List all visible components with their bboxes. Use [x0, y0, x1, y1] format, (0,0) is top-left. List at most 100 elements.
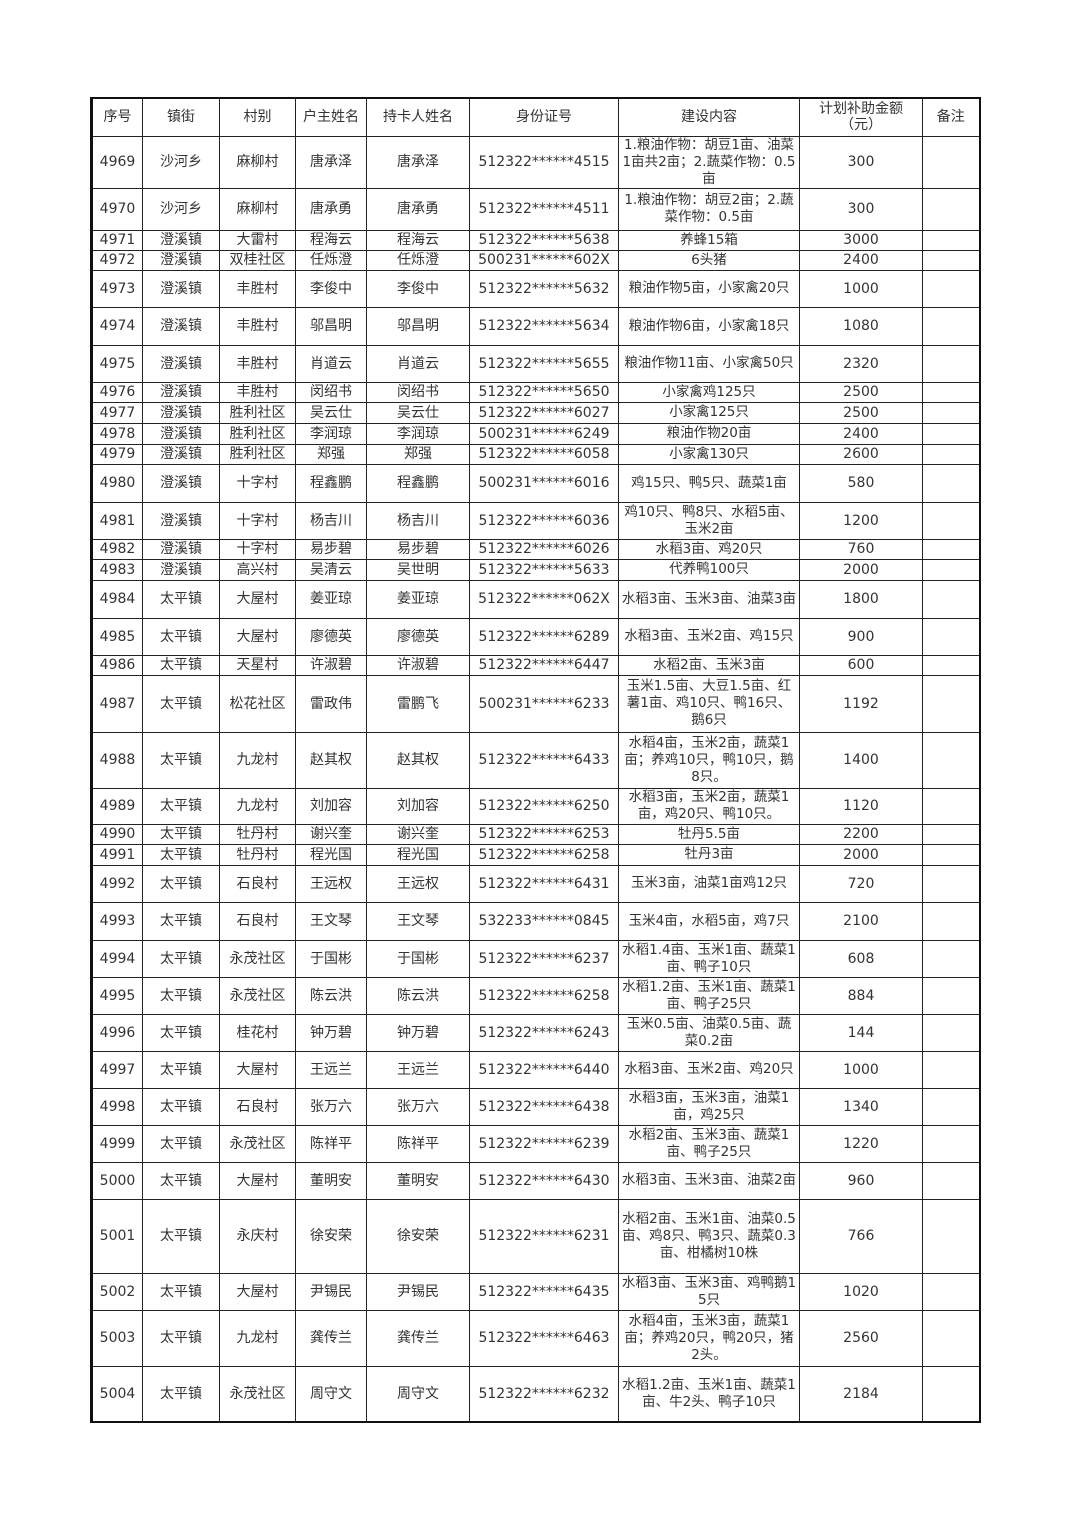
cell-householder: 任烁澄	[295, 249, 367, 271]
cell-cardholder: 王远兰	[366, 1050, 470, 1089]
cell-town: 太平镇	[142, 674, 220, 733]
cell-cardholder: 易步碧	[366, 538, 470, 560]
cell-remarks	[922, 823, 980, 845]
cell-village: 永茂社区	[219, 1124, 296, 1163]
cell-householder: 周守文	[295, 1365, 367, 1423]
cell-content: 粮油作物6亩，小家禽18只	[618, 306, 800, 346]
table-row: 5002 太平镇 大屋村 尹锡民 尹锡民 512322******6435 水稻3亩、玉米3…	[91, 1272, 980, 1311]
cell-householder: 刘加容	[295, 787, 367, 825]
cell-id-number: 512322******6027	[469, 401, 619, 424]
table-row: 5003 太平镇 九龙村 龚传兰 龚传兰 512322******6463 水稻4亩，玉米3…	[91, 1309, 980, 1367]
cell-subsidy: 300	[799, 135, 923, 189]
table-row: 5001 太平镇 永庆村 徐安荣 徐安荣 512322******6231 水稻2亩、玉米1…	[91, 1198, 980, 1274]
cell-content: 代养鸭100只	[618, 558, 800, 581]
cell-householder: 陈云洪	[295, 976, 367, 1015]
cell-cardholder: 邬昌明	[366, 306, 470, 346]
cell-content: 玉米4亩，水稻5亩，鸡7只	[618, 901, 800, 941]
table-row: 4986 太平镇 天星村 许淑碧 许淑碧 512322******6447 水稻2亩、玉米3…	[91, 654, 980, 676]
cell-village: 大屋村	[219, 579, 296, 619]
cell-content: 粮油作物11亩、小家禽50只	[618, 344, 800, 383]
cell-id-number: 512322******6231	[469, 1198, 619, 1274]
cell-serial: 4985	[91, 617, 143, 656]
cell-serial: 5000	[91, 1161, 143, 1200]
cell-serial: 4977	[91, 401, 143, 424]
cell-town: 澄溪镇	[142, 443, 220, 465]
cell-content: 1.粮油作物：胡豆2亩；2.蔬菜作物：0.5亩	[618, 187, 800, 231]
cell-id-number: 512322******5650	[469, 381, 619, 403]
cell-serial: 4997	[91, 1050, 143, 1089]
cell-village: 天星村	[219, 654, 296, 676]
cell-town: 澄溪镇	[142, 269, 220, 308]
cell-serial: 4969	[91, 135, 143, 189]
cell-householder: 许淑碧	[295, 654, 367, 676]
cell-id-number: 512322******4511	[469, 187, 619, 231]
cell-town: 太平镇	[142, 1124, 220, 1163]
cell-subsidy: 2600	[799, 443, 923, 465]
cell-cardholder: 程光国	[366, 843, 470, 866]
cell-subsidy: 2100	[799, 901, 923, 941]
cell-subsidy: 2320	[799, 344, 923, 383]
cell-serial: 5003	[91, 1309, 143, 1367]
cell-subsidy: 1340	[799, 1087, 923, 1126]
cell-id-number: 512322******6463	[469, 1309, 619, 1367]
cell-remarks	[922, 269, 980, 308]
cell-householder: 李润琼	[295, 422, 367, 445]
table-row: 4977 澄溪镇 胜利社区 吴云仕 吴云仕 512322******6027 小家禽125只…	[91, 401, 980, 424]
table-row: 4997 太平镇 大屋村 王远兰 王远兰 512322******6440 水稻3亩、玉米2…	[91, 1050, 980, 1089]
cell-content: 粮油作物5亩，小家禽20只	[618, 269, 800, 308]
cell-content: 水稻1.2亩、玉米1亩、蔬菜1亩、鸭子25只	[618, 976, 800, 1015]
cell-remarks	[922, 135, 980, 189]
cell-content: 水稻3亩、玉米3亩、油菜3亩	[618, 579, 800, 619]
cell-cardholder: 姜亚琼	[366, 579, 470, 619]
cell-remarks	[922, 939, 980, 978]
cell-remarks	[922, 1050, 980, 1089]
cell-remarks	[922, 787, 980, 825]
cell-remarks	[922, 463, 980, 503]
table-row: 4970 沙河乡 麻柳村 唐承勇 唐承勇 512322******4511 1.粮油作物：胡…	[91, 187, 980, 231]
cell-serial: 5002	[91, 1272, 143, 1311]
cell-remarks	[922, 558, 980, 581]
cell-content: 水稻4亩，玉米3亩，蔬菜1亩；养鸡20只，鸭20只，猪2头。	[618, 1309, 800, 1367]
cell-cardholder: 郑强	[366, 443, 470, 465]
cell-id-number: 512322******6036	[469, 501, 619, 540]
cell-subsidy: 144	[799, 1013, 923, 1052]
cell-householder: 唐承泽	[295, 135, 367, 189]
cell-serial: 4999	[91, 1124, 143, 1163]
cell-village: 丰胜村	[219, 381, 296, 403]
cell-serial: 4993	[91, 901, 143, 941]
cell-village: 大屋村	[219, 617, 296, 656]
cell-content: 牡丹3亩	[618, 843, 800, 866]
cell-town: 太平镇	[142, 864, 220, 903]
cell-subsidy: 2000	[799, 843, 923, 866]
table-row: 4976 澄溪镇 丰胜村 闵绍书 闵绍书 512322******5650 小家禽鸡125只…	[91, 381, 980, 403]
cell-content: 水稻3亩，玉米3亩，油菜1亩，鸡25只	[618, 1087, 800, 1126]
cell-cardholder: 雷鹏飞	[366, 674, 470, 733]
cell-cardholder: 周守文	[366, 1365, 470, 1423]
cell-cardholder: 尹锡民	[366, 1272, 470, 1311]
cell-cardholder: 徐安荣	[366, 1198, 470, 1274]
cell-town: 太平镇	[142, 617, 220, 656]
cell-serial: 4984	[91, 579, 143, 619]
cell-subsidy: 1020	[799, 1272, 923, 1311]
cell-content: 水稻3亩、玉米2亩、鸡20只	[618, 1050, 800, 1089]
cell-serial: 4989	[91, 787, 143, 825]
cell-id-number: 512322******5632	[469, 269, 619, 308]
cell-cardholder: 肖道云	[366, 344, 470, 383]
cell-serial: 4978	[91, 422, 143, 445]
cell-householder: 邬昌明	[295, 306, 367, 346]
cell-town: 澄溪镇	[142, 558, 220, 581]
cell-householder: 姜亚琼	[295, 579, 367, 619]
cell-serial: 4988	[91, 731, 143, 789]
cell-subsidy: 2200	[799, 823, 923, 845]
cell-subsidy: 1800	[799, 579, 923, 619]
subsidy-table: 序号 镇街 村别 户主姓名 持卡人姓名 身份证号 建设内容 计划补助金额（元） 备注 4969 沙…	[90, 97, 981, 1423]
cell-village: 九龙村	[219, 1309, 296, 1367]
table-row: 4981 澄溪镇 十字村 杨吉川 杨吉川 512322******6036 鸡10只、鸭8只…	[91, 501, 980, 540]
cell-id-number: 500231******6016	[469, 463, 619, 503]
table-row: 4988 太平镇 九龙村 赵其权 赵其权 512322******6433 水稻4亩，玉米2…	[91, 731, 980, 789]
cell-remarks	[922, 501, 980, 540]
cell-householder: 杨吉川	[295, 501, 367, 540]
cell-content: 养蜂15箱	[618, 229, 800, 251]
cell-cardholder: 王文琴	[366, 901, 470, 941]
cell-serial: 4987	[91, 674, 143, 733]
